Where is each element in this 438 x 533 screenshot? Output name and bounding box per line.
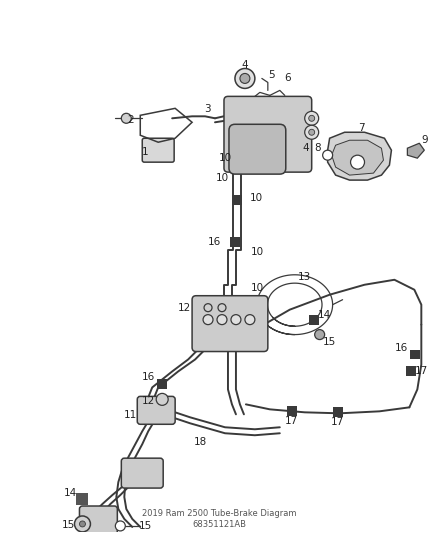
Bar bbox=[332, 407, 343, 417]
FancyBboxPatch shape bbox=[142, 138, 174, 162]
Bar bbox=[157, 379, 167, 390]
Circle shape bbox=[79, 521, 85, 527]
Text: 12: 12 bbox=[141, 397, 155, 406]
Circle shape bbox=[305, 125, 319, 139]
Bar bbox=[410, 350, 420, 359]
Polygon shape bbox=[328, 132, 392, 180]
Circle shape bbox=[314, 329, 325, 340]
Circle shape bbox=[217, 314, 227, 325]
Circle shape bbox=[235, 68, 255, 88]
Text: 1: 1 bbox=[142, 147, 148, 157]
Text: 3: 3 bbox=[204, 104, 210, 115]
FancyBboxPatch shape bbox=[121, 458, 163, 488]
Text: 4: 4 bbox=[302, 143, 309, 153]
Polygon shape bbox=[407, 143, 424, 158]
Bar bbox=[309, 314, 319, 325]
Text: 8: 8 bbox=[314, 143, 321, 153]
FancyBboxPatch shape bbox=[137, 397, 175, 424]
Circle shape bbox=[323, 150, 332, 160]
FancyBboxPatch shape bbox=[224, 96, 312, 172]
Text: 10: 10 bbox=[219, 153, 232, 163]
Text: 5: 5 bbox=[268, 70, 275, 80]
Text: 13: 13 bbox=[298, 272, 311, 282]
Text: 17: 17 bbox=[331, 417, 344, 427]
Text: 2: 2 bbox=[127, 115, 134, 125]
Circle shape bbox=[309, 130, 314, 135]
Circle shape bbox=[156, 393, 168, 406]
Text: 14: 14 bbox=[318, 310, 331, 320]
Circle shape bbox=[204, 304, 212, 312]
Text: 16: 16 bbox=[395, 343, 408, 352]
Text: 10: 10 bbox=[215, 173, 229, 183]
FancyBboxPatch shape bbox=[229, 124, 286, 174]
Circle shape bbox=[305, 111, 319, 125]
Circle shape bbox=[240, 74, 250, 84]
Text: 15: 15 bbox=[62, 520, 75, 530]
Text: 17: 17 bbox=[415, 367, 428, 376]
Circle shape bbox=[350, 155, 364, 169]
Text: 10: 10 bbox=[249, 193, 262, 203]
Text: 16: 16 bbox=[141, 373, 155, 383]
Text: 12: 12 bbox=[177, 303, 191, 313]
Bar bbox=[77, 493, 88, 505]
Text: 7: 7 bbox=[358, 123, 365, 133]
Bar bbox=[287, 406, 297, 416]
Text: 9: 9 bbox=[421, 135, 427, 145]
Text: 2019 Ram 2500 Tube-Brake Diagram
68351121AB: 2019 Ram 2500 Tube-Brake Diagram 6835112… bbox=[142, 509, 296, 529]
Circle shape bbox=[74, 516, 90, 532]
Text: 10: 10 bbox=[251, 247, 265, 257]
FancyBboxPatch shape bbox=[192, 296, 268, 352]
Bar bbox=[406, 367, 417, 376]
Bar bbox=[232, 195, 242, 205]
Circle shape bbox=[231, 314, 241, 325]
Circle shape bbox=[309, 115, 314, 122]
Text: 10: 10 bbox=[251, 282, 265, 293]
Bar bbox=[230, 237, 240, 247]
Circle shape bbox=[115, 521, 125, 531]
Text: 4: 4 bbox=[242, 60, 248, 70]
Text: 15: 15 bbox=[138, 521, 152, 531]
Circle shape bbox=[218, 304, 226, 312]
Text: 6: 6 bbox=[284, 74, 291, 84]
Text: 18: 18 bbox=[194, 437, 207, 447]
Text: 17: 17 bbox=[285, 416, 298, 426]
FancyBboxPatch shape bbox=[79, 506, 117, 533]
Text: 11: 11 bbox=[124, 410, 137, 421]
Text: 15: 15 bbox=[323, 336, 336, 346]
Circle shape bbox=[121, 114, 131, 123]
Polygon shape bbox=[332, 140, 383, 175]
Text: 16: 16 bbox=[207, 237, 221, 247]
Circle shape bbox=[245, 314, 255, 325]
Text: 14: 14 bbox=[64, 488, 77, 498]
Circle shape bbox=[203, 314, 213, 325]
